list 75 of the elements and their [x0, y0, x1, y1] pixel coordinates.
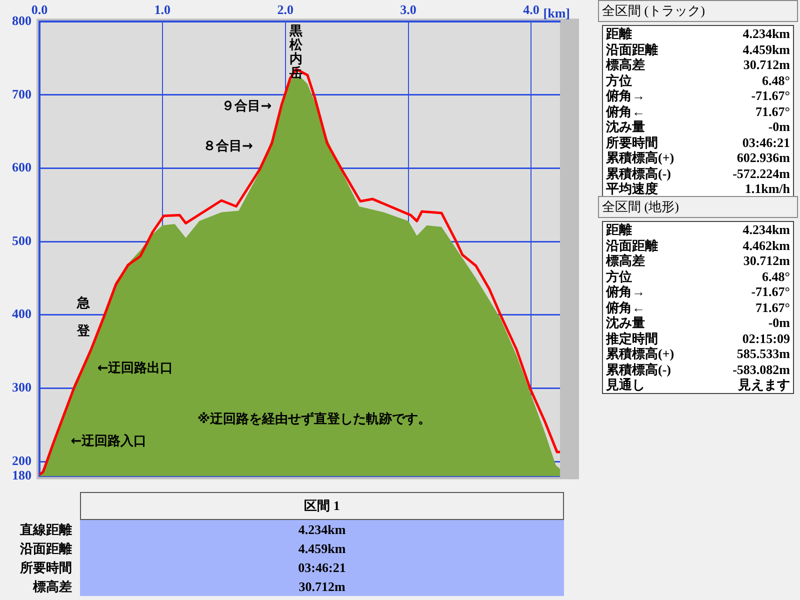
text: 標高差 — [604, 253, 646, 268]
text: 585.533m — [736, 346, 791, 362]
text: 71.67° — [754, 104, 791, 119]
text: 見通し — [605, 377, 646, 393]
annotation: ←迂回路入口 — [70, 433, 147, 450]
text: 4.234km — [80, 520, 564, 539]
text: 4.459km — [742, 42, 791, 57]
x-tick-label: 4.0 — [523, 2, 540, 18]
x-tick-label: 2.0 — [277, 2, 294, 18]
text: 4.462km — [742, 238, 791, 253]
text: -71.67° — [750, 88, 791, 104]
text: 方位 — [604, 268, 633, 284]
text: 4.234km — [742, 222, 791, 238]
text: 累積標高(-) — [605, 362, 672, 377]
text: 標高差 — [32, 578, 73, 596]
y-tick-label: 180 — [12, 468, 32, 483]
annotation: ←迂回路出口 — [97, 360, 174, 376]
y-tick-label: 500 — [12, 232, 32, 248]
text: 30.712m — [742, 57, 791, 72]
y-tick-label: 800 — [12, 12, 32, 28]
text: 02:15:09 — [741, 330, 791, 346]
text: 4.234km — [742, 26, 791, 42]
text: -0m — [767, 315, 791, 330]
text: 全区間 (地形) — [598, 196, 798, 218]
text: 1.1km/h — [744, 181, 791, 197]
annotation: 急登 — [76, 296, 92, 339]
text: 標高差 — [604, 57, 646, 72]
text: 03:46:21 — [741, 134, 791, 150]
text: 俯角→ — [604, 88, 646, 104]
text: 方位 — [604, 72, 633, 88]
y-tick-label: 200 — [12, 452, 32, 468]
text: 推定時間 — [604, 330, 659, 346]
x-axis-title: [km] — [543, 5, 570, 20]
text: 俯角→ — [604, 284, 646, 300]
text: 602.936m — [736, 150, 791, 166]
text: 71.67° — [754, 300, 791, 315]
text: 30.712m — [742, 253, 791, 268]
x-tick-label: 0.0 — [31, 2, 48, 18]
text: 見えます — [737, 377, 791, 393]
text: 沿面距離 — [605, 238, 659, 253]
text: 距離 — [605, 222, 633, 238]
text: 累積標高(-) — [605, 166, 672, 181]
y-tick-label: 400 — [12, 306, 32, 322]
text: 4.459km — [80, 539, 564, 558]
text: 沈み量 — [605, 315, 646, 330]
x-tick-label: 1.0 — [154, 2, 171, 18]
text: 沿面距離 — [19, 540, 73, 558]
text: 6.48° — [761, 268, 791, 284]
annotation: ９合目→ — [222, 98, 272, 114]
text: 累積標高(+) — [605, 346, 676, 362]
text: 全区間 (トラック) — [598, 0, 798, 22]
y-tick-label: 300 — [12, 380, 32, 395]
y-tick-label: 600 — [12, 160, 32, 175]
text: 03:46:21 — [80, 558, 564, 577]
text: 沈み量 — [605, 119, 646, 134]
text: 所要時間 — [18, 559, 73, 577]
text: 距離 — [605, 26, 633, 42]
text: 累積標高(+) — [605, 150, 676, 166]
y-tick-label: 700 — [12, 86, 32, 102]
text: 直線距離 — [19, 521, 73, 539]
text: 平均速度 — [605, 181, 659, 197]
text: 6.48° — [761, 72, 791, 88]
annotation: ８合目→ — [202, 138, 253, 154]
x-tick-label: 3.0 — [400, 2, 416, 18]
text: -0m — [767, 119, 791, 134]
annotation: ※迂回路を経由せず直登した軌跡です。 — [198, 411, 432, 428]
text: 30.712m — [80, 577, 564, 596]
text: 俯角← — [604, 300, 646, 315]
text: 区間 1 — [80, 492, 564, 520]
text: -71.67° — [750, 284, 791, 300]
text: 沿面距離 — [605, 42, 659, 57]
text: 俯角← — [604, 104, 646, 119]
text: -572.224m — [732, 166, 791, 181]
text: -583.082m — [732, 362, 791, 377]
text: 所要時間 — [604, 134, 659, 150]
